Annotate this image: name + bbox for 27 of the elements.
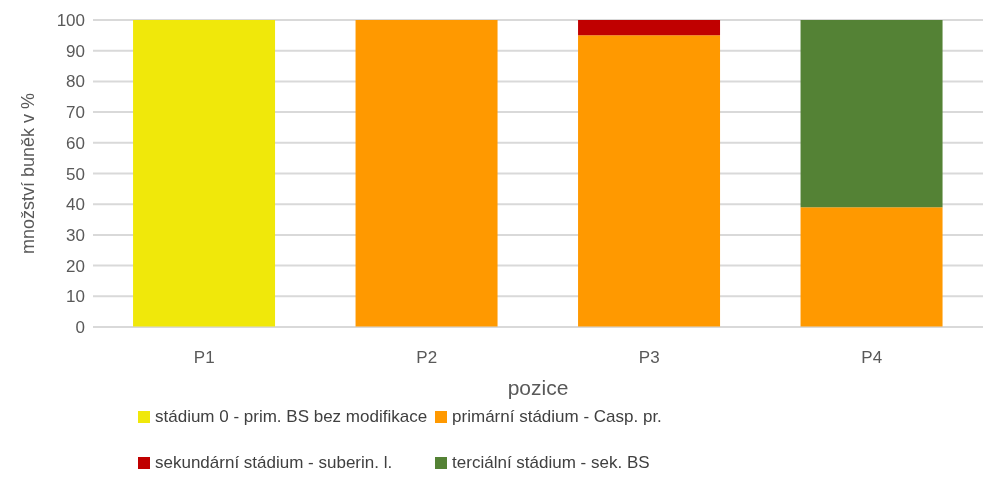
bar <box>578 20 721 36</box>
legend-label: sekundární stádium - suberin. l. <box>155 453 393 473</box>
bar <box>800 207 943 327</box>
x-axis-title: pozice <box>507 376 569 399</box>
y-tick-label: 20 <box>66 256 85 276</box>
y-tick-label: 0 <box>75 318 85 338</box>
y-tick-label: 90 <box>66 41 85 61</box>
x-tick-label: P1 <box>193 348 215 368</box>
y-tick-label: 100 <box>56 11 85 31</box>
y-tick-label: 10 <box>66 287 85 307</box>
y-axis-title: množství buněk v % <box>18 92 39 255</box>
y-tick-label: 50 <box>66 164 85 184</box>
y-tick-label: 60 <box>66 133 85 153</box>
y-tick-label: 30 <box>66 225 85 245</box>
bar <box>133 20 276 327</box>
x-tick-label: P4 <box>861 348 883 368</box>
y-tick-label: 70 <box>66 103 85 123</box>
y-tick-label: 40 <box>66 195 85 215</box>
legend-label: terciální stádium - sek. BS <box>452 453 650 473</box>
bar <box>800 20 943 208</box>
legend-label: primární stádium - Casp. pr. <box>452 407 662 427</box>
x-tick-label: P3 <box>638 348 660 368</box>
bar <box>578 35 721 327</box>
y-tick-label: 80 <box>66 72 85 92</box>
legend-label: stádium 0 - prim. BS bez modifikace <box>155 407 428 427</box>
x-tick-label: P2 <box>416 348 438 368</box>
bar <box>355 20 498 327</box>
